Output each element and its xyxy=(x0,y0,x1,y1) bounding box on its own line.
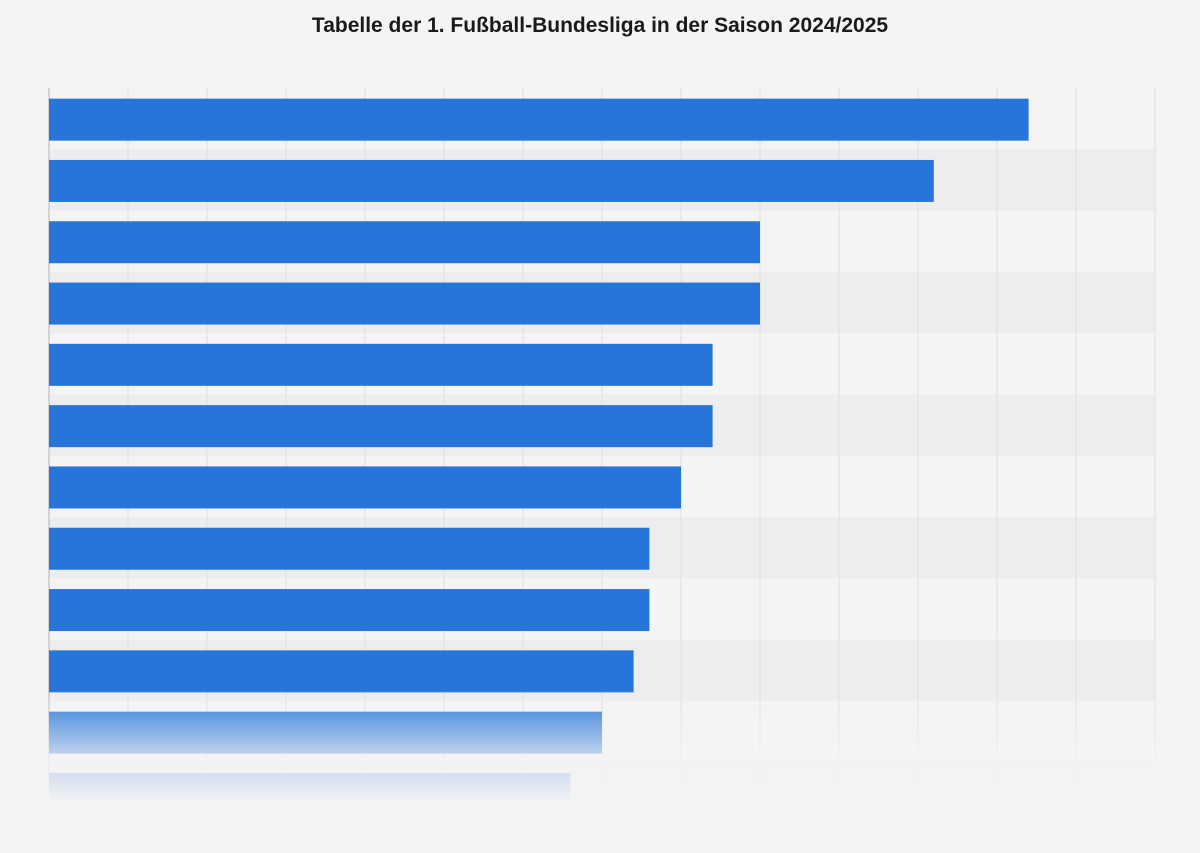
bar[interactable] xyxy=(49,589,650,632)
bar[interactable] xyxy=(49,650,634,693)
bar[interactable] xyxy=(49,221,760,264)
bar[interactable] xyxy=(49,711,602,754)
bar[interactable] xyxy=(49,159,934,202)
bar[interactable] xyxy=(49,98,1029,141)
bar[interactable] xyxy=(49,343,713,386)
bar[interactable] xyxy=(49,527,650,570)
bar[interactable] xyxy=(49,405,713,448)
bar[interactable] xyxy=(49,466,681,509)
bar[interactable] xyxy=(49,282,760,325)
chart-title: Tabelle der 1. Fußball-Bundesliga in der… xyxy=(311,14,889,37)
bar[interactable] xyxy=(49,772,571,815)
